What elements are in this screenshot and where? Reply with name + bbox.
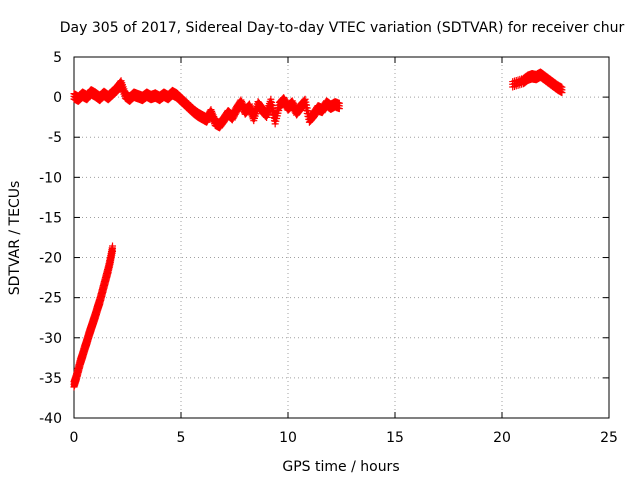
y-tick-label: -25 [39, 291, 62, 307]
x-tick-label: 5 [177, 430, 186, 446]
y-tick-label: -35 [39, 371, 62, 387]
axis-ticks: 0 5 10 15 20 25 5 0 -5 -10 -15 -20 -25 -30 -35 -40 [39, 50, 618, 446]
x-tick-label: 10 [279, 430, 297, 446]
grid [74, 57, 609, 418]
y-tick-label: 5 [53, 50, 62, 66]
y-tick-label: -40 [39, 411, 62, 427]
series-late-trace [509, 68, 566, 97]
y-tick-label: -20 [39, 251, 62, 267]
plot-frame [73, 56, 610, 419]
x-tick-label: 0 [70, 430, 79, 446]
x-tick-label: 20 [493, 430, 511, 446]
x-axis-title: GPS time / hours [282, 459, 399, 475]
y-tick-label: -10 [39, 170, 62, 186]
y-tick-label: -15 [39, 210, 62, 226]
y-tick-label: 0 [53, 90, 62, 106]
chart-title: Day 305 of 2017, Sidereal Day-to-day VTE… [60, 20, 625, 36]
y-tick-label: -30 [39, 331, 62, 347]
series-main-trace [70, 77, 343, 132]
x-tick-label: 25 [600, 430, 618, 446]
data-point [558, 89, 566, 97]
series-drop-trace [70, 242, 117, 391]
y-tick-label: -5 [48, 130, 62, 146]
data-point [109, 247, 117, 255]
y-axis-title: SDTVAR / TECUs [7, 181, 23, 296]
x-tick-label: 15 [386, 430, 404, 446]
data-marks [70, 68, 566, 391]
data-point [335, 105, 343, 113]
